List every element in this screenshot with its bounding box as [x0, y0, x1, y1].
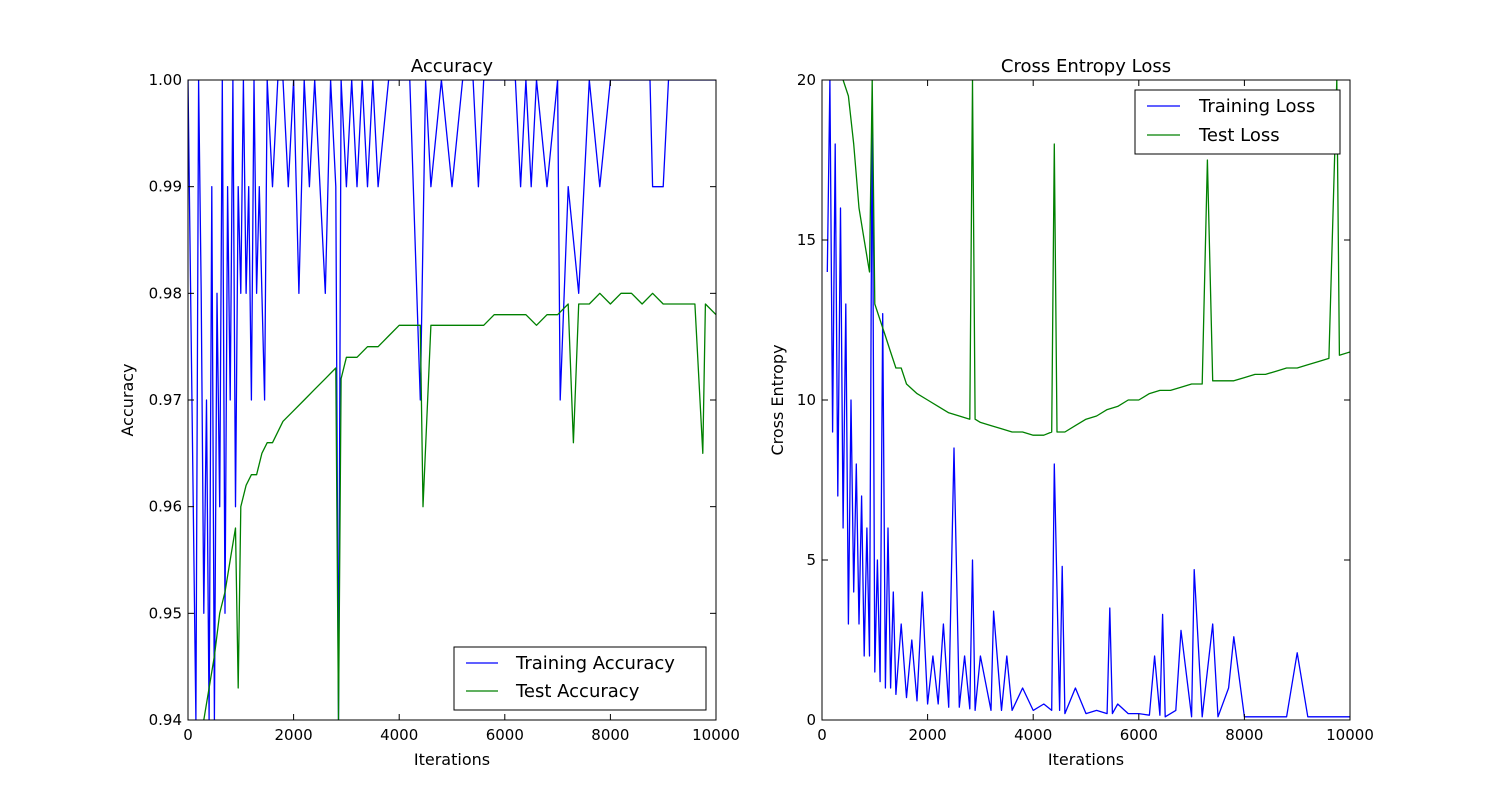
- accuracy-y-tick-label: 0.98: [149, 284, 182, 302]
- loss-series-test-loss: [842, 80, 1350, 436]
- accuracy-x-tick-label: 4000: [380, 726, 418, 744]
- accuracy-chart: 0 2000 4000 6000 8000 10000 0.94 0.95 0.96 0.97 0.…: [118, 56, 740, 769]
- loss-lines: [826, 80, 1350, 718]
- accuracy-legend: Training Accuracy Test Accuracy: [453, 646, 707, 711]
- accuracy-lines: [188, 80, 716, 720]
- accuracy-x-axis-label: Iterations: [414, 750, 490, 769]
- legend-label-training-accuracy: Training Accuracy: [515, 653, 675, 674]
- legend-label-test-loss: Test Loss: [1198, 125, 1280, 146]
- legend-label-training-loss: Training Loss: [1198, 96, 1315, 117]
- loss-x-axis-label: Iterations: [1048, 750, 1124, 769]
- accuracy-x-tick-label: 8000: [591, 726, 629, 744]
- loss-legend-box: [1134, 89, 1341, 155]
- loss-x-tick-label: 4000: [1014, 726, 1052, 744]
- loss-y-tick-label: 20: [797, 71, 816, 89]
- loss-series-training-loss: [826, 80, 1350, 718]
- accuracy-y-tick-label: 0.96: [149, 498, 182, 516]
- loss-x-tick-label: 10000: [1326, 726, 1374, 744]
- accuracy-series-training-accuracy: [188, 80, 716, 720]
- accuracy-legend-box: [453, 646, 707, 711]
- loss-y-tick-label: 15: [797, 231, 816, 249]
- accuracy-x-tick-label: 10000: [692, 726, 740, 744]
- loss-ticks: 0 2000 4000 6000 8000 10000 0 5 10 15 20: [797, 71, 1374, 744]
- accuracy-y-tick-label: 1.00: [149, 71, 182, 89]
- loss-y-tick-label: 10: [797, 391, 816, 409]
- accuracy-y-tick-label: 0.99: [149, 178, 182, 196]
- loss-x-tick-label: 6000: [1120, 726, 1158, 744]
- loss-title: Cross Entropy Loss: [1001, 56, 1171, 77]
- accuracy-x-tick-label: 0: [183, 726, 193, 744]
- loss-legend: Training Loss Test Loss: [1134, 89, 1341, 155]
- accuracy-y-tick-label: 0.95: [149, 604, 182, 622]
- accuracy-y-tick-label: 0.97: [149, 391, 182, 409]
- loss-x-tick-label: 8000: [1225, 726, 1263, 744]
- loss-x-tick-label: 2000: [909, 726, 947, 744]
- accuracy-x-tick-label: 6000: [486, 726, 524, 744]
- accuracy-title: Accuracy: [411, 56, 494, 77]
- accuracy-y-tick-label: 0.94: [149, 711, 182, 729]
- loss-x-tick-label: 0: [817, 726, 827, 744]
- legend-label-test-accuracy: Test Accuracy: [515, 681, 640, 702]
- accuracy-series-test-accuracy: [203, 292, 716, 720]
- accuracy-y-axis-label: Accuracy: [118, 363, 137, 436]
- loss-y-tick-label: 5: [806, 551, 816, 569]
- loss-y-axis-label: Cross Entropy: [768, 344, 787, 455]
- accuracy-ticks: 0 2000 4000 6000 8000 10000 0.94 0.95 0.96 0.97 0.…: [149, 71, 740, 744]
- accuracy-x-tick-label: 2000: [275, 726, 313, 744]
- loss-chart: 0 2000 4000 6000 8000 10000 0 5 10 15 20 Cross Ent…: [768, 56, 1374, 769]
- loss-y-tick-label: 0: [806, 711, 816, 729]
